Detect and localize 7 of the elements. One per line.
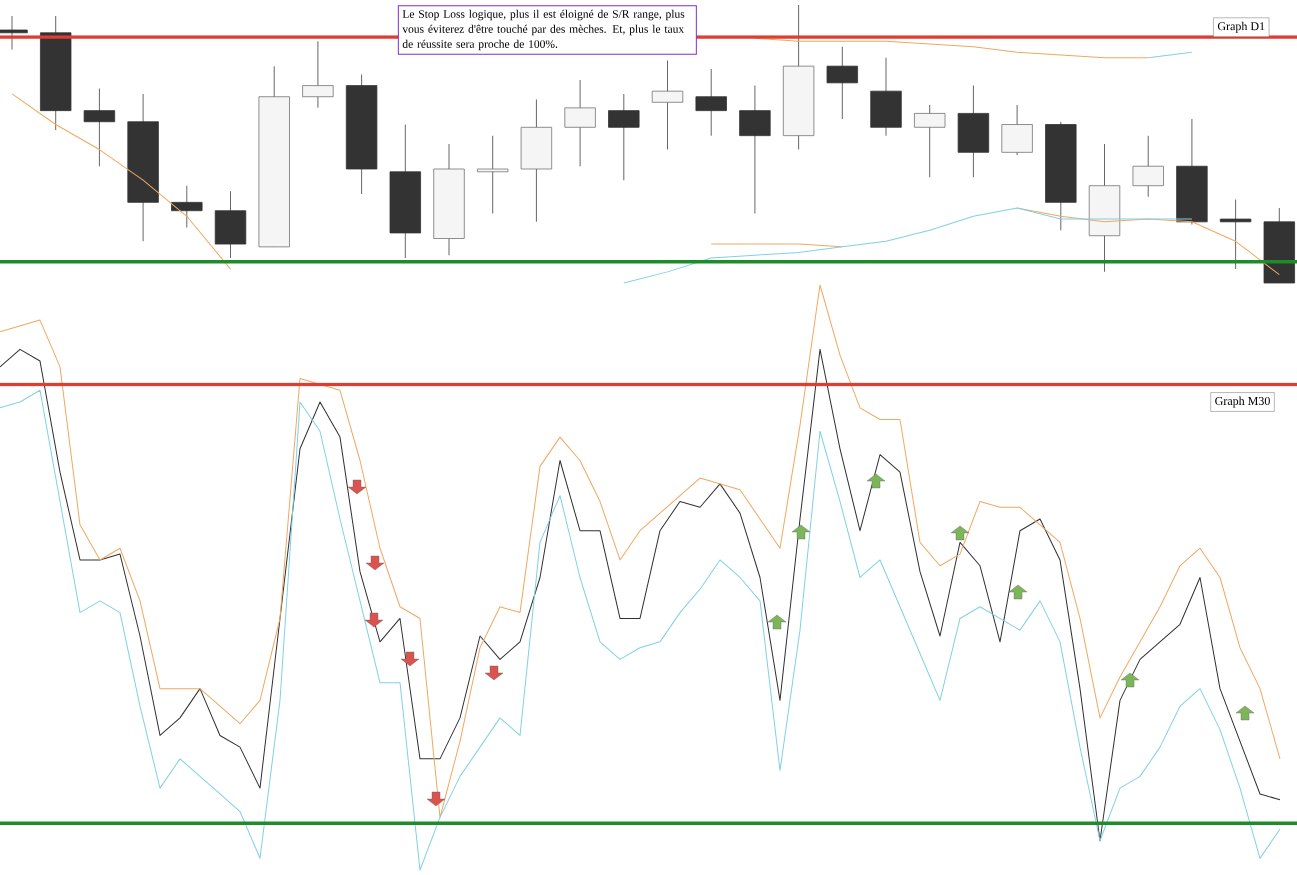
candlestick xyxy=(477,135,509,214)
annotation: Le Stop Loss logique, plus il est éloigné de S/R range, plus vous éviterez d'être touché par des mèches. Et, plus le taux de réussite sera proche de 100%. xyxy=(402,9,685,51)
candlestick xyxy=(171,185,203,228)
candlestick xyxy=(651,60,684,151)
text: Graph D1 xyxy=(1217,21,1265,33)
candlestick xyxy=(1219,199,1252,270)
text: Graph M30 xyxy=(1215,396,1270,408)
